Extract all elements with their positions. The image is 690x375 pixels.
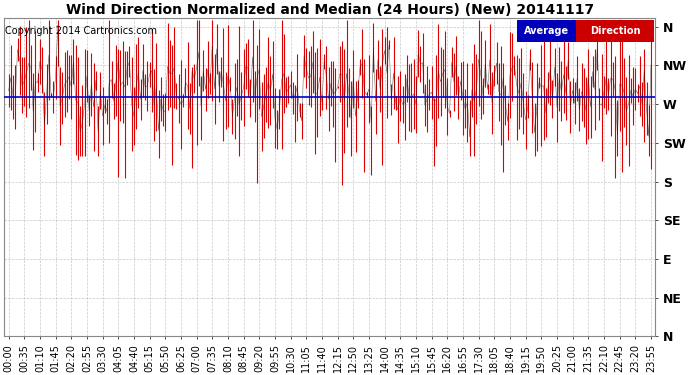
Text: Direction: Direction [590,26,640,36]
FancyBboxPatch shape [576,20,654,42]
Text: Copyright 2014 Cartronics.com: Copyright 2014 Cartronics.com [6,26,157,36]
FancyBboxPatch shape [518,20,576,42]
Title: Wind Direction Normalized and Median (24 Hours) (New) 20141117: Wind Direction Normalized and Median (24… [66,3,594,17]
Text: Average: Average [524,26,569,36]
